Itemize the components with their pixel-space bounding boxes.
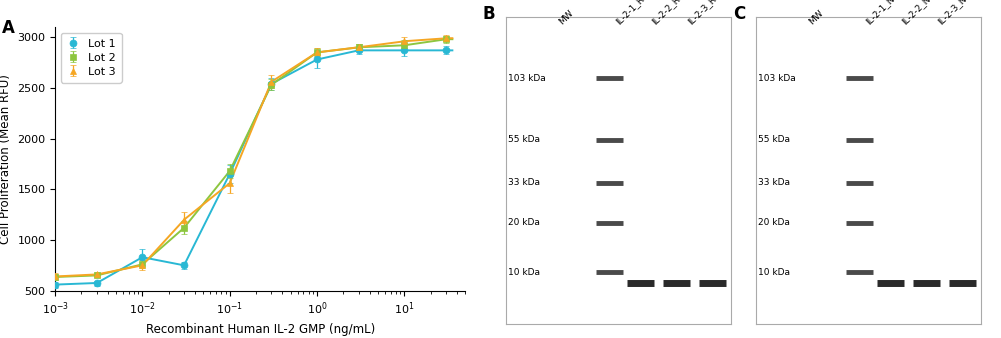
Text: IL-2-1_R: IL-2-1_R bbox=[614, 0, 646, 26]
Text: 103 kDa: 103 kDa bbox=[758, 74, 796, 83]
Text: C: C bbox=[733, 5, 746, 23]
Text: 33 kDa: 33 kDa bbox=[758, 178, 790, 188]
Text: B: B bbox=[483, 5, 495, 23]
Text: IL-2-3_NR: IL-2-3_NR bbox=[936, 0, 973, 26]
Text: 10 kDa: 10 kDa bbox=[508, 268, 540, 277]
Text: 20 kDa: 20 kDa bbox=[508, 218, 540, 227]
Text: 103 kDa: 103 kDa bbox=[508, 74, 546, 83]
Text: 20 kDa: 20 kDa bbox=[758, 218, 790, 227]
Text: MW: MW bbox=[558, 8, 576, 26]
Text: A: A bbox=[2, 19, 15, 37]
Text: IL-2-3_R: IL-2-3_R bbox=[686, 0, 718, 26]
Text: 33 kDa: 33 kDa bbox=[508, 178, 540, 188]
Text: IL-2-1_NR: IL-2-1_NR bbox=[864, 0, 901, 26]
Text: IL-2-2_R: IL-2-2_R bbox=[650, 0, 682, 26]
Legend: Lot 1, Lot 2, Lot 3: Lot 1, Lot 2, Lot 3 bbox=[61, 32, 122, 83]
Text: 55 kDa: 55 kDa bbox=[758, 136, 790, 144]
X-axis label: Recombinant Human IL-2 GMP (ng/mL): Recombinant Human IL-2 GMP (ng/mL) bbox=[145, 322, 375, 336]
Text: 10 kDa: 10 kDa bbox=[758, 268, 790, 277]
Y-axis label: Cell Proliferation (Mean RFU): Cell Proliferation (Mean RFU) bbox=[0, 74, 12, 244]
Text: IL-2-2_NR: IL-2-2_NR bbox=[900, 0, 937, 26]
Text: 55 kDa: 55 kDa bbox=[508, 136, 540, 144]
Text: MW: MW bbox=[808, 8, 826, 26]
